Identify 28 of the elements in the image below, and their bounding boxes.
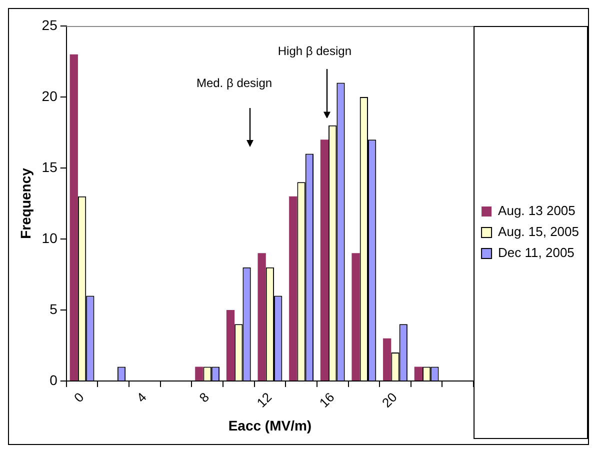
y-tick-label: 20 bbox=[42, 88, 58, 104]
bar bbox=[352, 253, 360, 380]
legend-label: Aug. 13 2005 bbox=[498, 203, 576, 218]
x-tick-label: 4 bbox=[134, 390, 150, 406]
bar bbox=[70, 54, 78, 380]
bar bbox=[383, 338, 392, 380]
y-tick-label: 5 bbox=[50, 300, 58, 317]
bar bbox=[258, 253, 266, 380]
x-tick-label: 12 bbox=[254, 390, 275, 410]
bar bbox=[414, 366, 422, 380]
x-tick-label: 0 bbox=[70, 390, 87, 406]
annotation: Med. β design bbox=[196, 76, 272, 90]
legend-label: Dec 11, 2005 bbox=[498, 245, 574, 260]
bar bbox=[320, 140, 329, 380]
annotation: High β design bbox=[278, 44, 352, 58]
x-tick-label: 20 bbox=[379, 390, 400, 410]
legend-label: Aug. 15, 2005 bbox=[498, 224, 580, 240]
y-tick-label: 25 bbox=[42, 16, 58, 33]
y-tick-label: 15 bbox=[42, 158, 58, 175]
y-axis-title: Frequency bbox=[17, 168, 34, 239]
bar bbox=[226, 310, 235, 380]
x-tick-label: 16 bbox=[316, 390, 338, 410]
bar bbox=[195, 366, 204, 380]
y-tick-label: 0 bbox=[50, 372, 58, 388]
x-tick-label: 8 bbox=[196, 390, 212, 406]
bar bbox=[289, 196, 298, 380]
x-axis-title: Eacc (MV/m) bbox=[228, 417, 312, 434]
y-tick-label: 10 bbox=[42, 230, 58, 246]
